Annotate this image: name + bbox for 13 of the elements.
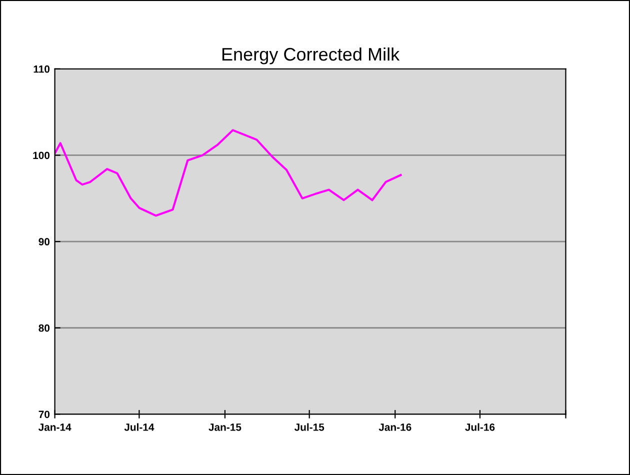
y-tick-label: 100 (33, 152, 50, 160)
y-tick-label: 80 (38, 324, 50, 332)
x-tick-label: Jan-15 (208, 424, 242, 431)
y-tick-label: 70 (38, 410, 50, 418)
x-tick-label: Jan-16 (378, 424, 412, 431)
x-tick-label: Jan-14 (38, 424, 72, 431)
x-tick-label: Jul-16 (465, 423, 495, 431)
x-tick-label: Jul-15 (294, 423, 324, 431)
chart-title: Energy Corrected Milk (222, 47, 400, 64)
line-series (54, 129, 402, 217)
y-tick-label: 90 (38, 238, 50, 246)
y-tick-label: 110 (34, 65, 50, 73)
x-tick-label: Jul-14 (124, 423, 154, 431)
